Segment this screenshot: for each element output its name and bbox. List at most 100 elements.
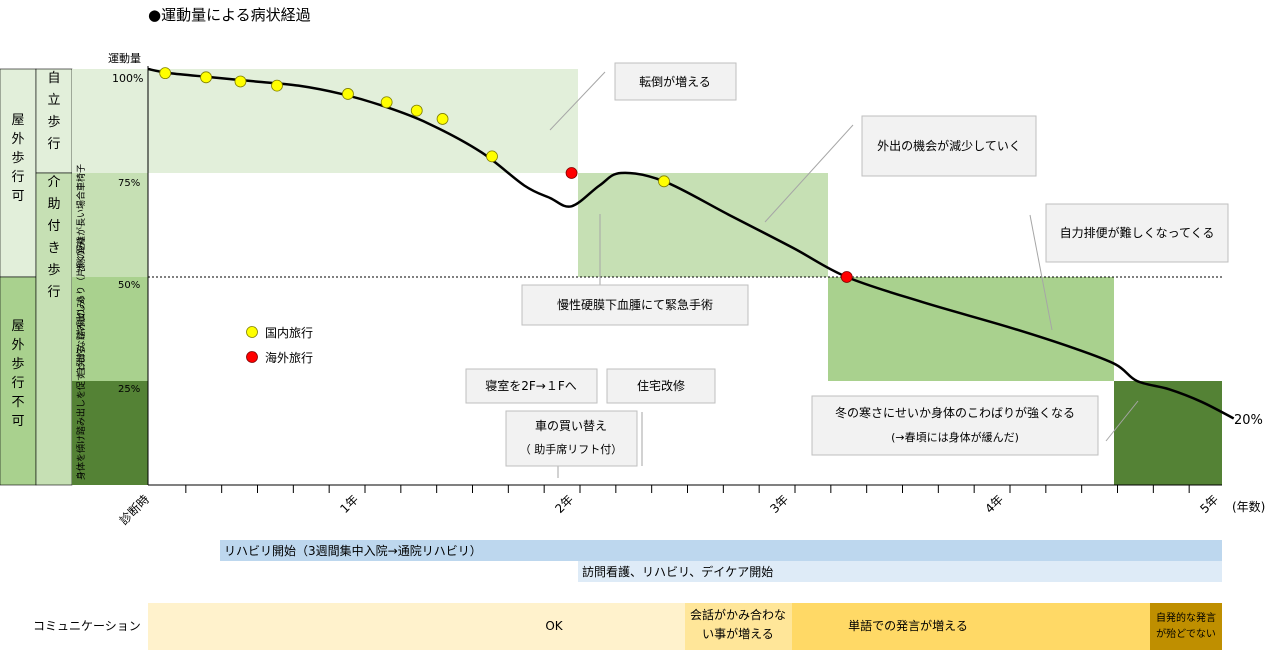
callout-bedroom: 寝室を2F→１Fへ <box>465 368 598 404</box>
callout-car: 車の買い替え （ 助手席リフト付） <box>505 410 638 467</box>
domestic-trip-point <box>234 75 247 88</box>
x-tick-label: 2年 <box>552 492 576 516</box>
vertical-label-char: 外 <box>11 132 24 147</box>
vertical-label-char: 行 <box>47 285 60 300</box>
rehab-bar-label: リハビリ開始（3週間集中入院→通院リハビリ） <box>224 543 482 558</box>
callout-cold: 冬の寒さにせいか身体のこわばりが強くなる (→春頃には身体が緩んだ) <box>811 395 1099 456</box>
comm-words-bar <box>792 603 1150 650</box>
callout-outings-text: 外出の機会が減少していく <box>877 138 1021 153</box>
zone-assisted-late <box>828 277 1114 381</box>
vertical-label-char: 可 <box>11 189 24 204</box>
vertical-label-char: 不 <box>11 395 24 410</box>
panel-100 <box>72 69 148 173</box>
panel-50 <box>72 277 148 381</box>
page-title: ●運動量による病状経過 <box>148 6 311 24</box>
legend-domestic-marker <box>246 326 258 338</box>
sub-label-50: 自発的な踏み出しあり（片側のみ） <box>75 232 87 376</box>
vertical-label-char: 外 <box>11 338 24 353</box>
visit-bar-label: 訪問看護、リハビリ、デイケア開始 <box>582 564 773 579</box>
legend-overseas-marker <box>246 351 258 363</box>
callout-surgery-text: 慢性硬膜下血腫にて緊急手術 <box>557 297 713 312</box>
vertical-label-char: 歩 <box>11 357 24 372</box>
vertical-label-char: 屋 <box>11 319 24 334</box>
x-tick-label: 診断時 <box>116 492 152 528</box>
panel-independent <box>35 68 73 174</box>
end-value-label: 20% <box>1234 413 1263 428</box>
vertical-label-char: 付 <box>47 219 60 234</box>
panel-75 <box>72 173 148 277</box>
domestic-trip-point <box>658 175 670 188</box>
domestic-trip-point <box>159 67 172 80</box>
x-tick-label: 5年 <box>1197 492 1221 516</box>
callout-toilet-text: 自力排便が難しくなってくる <box>1060 225 1215 240</box>
overseas-trip-point <box>565 167 578 179</box>
rehab-bar <box>220 540 1222 561</box>
communication-label: コミュニケーション <box>33 619 141 633</box>
callout-falls: 転倒が増える <box>614 62 737 101</box>
comm-mismatch-bar <box>685 603 792 650</box>
y-tick-75: 75% <box>118 178 140 189</box>
y-tick-25: 25% <box>118 384 140 395</box>
x-minor-ticks <box>185 485 1190 493</box>
callout-outings: 外出の機会が減少していく <box>861 115 1037 177</box>
comm-ok-text: OK <box>545 619 563 633</box>
callout-toilet: 自力排便が難しくなってくる <box>1045 203 1229 263</box>
legend-overseas-label: 海外旅行 <box>265 350 313 365</box>
callout-surgery: 慢性硬膜下血腫にて緊急手術 <box>521 284 749 326</box>
sub-label-25: 身体を傾け踏み出しを促すと出る（片側のみ） <box>75 291 87 480</box>
callout-car-text-2: （ 助手席リフト付） <box>520 442 623 456</box>
vertical-label-char: 介 <box>47 175 60 190</box>
sub-label-75: 歩く距離が長い場合車椅子 <box>75 164 87 272</box>
legend-domestic-label: 国内旅行 <box>265 326 313 340</box>
vertical-label-char: 助 <box>47 197 60 212</box>
domestic-trip-point <box>200 71 212 84</box>
trip-markers <box>159 67 853 283</box>
panel-25 <box>72 381 148 485</box>
x-tick-label: 4年 <box>982 492 1006 516</box>
x-tick-labels: 診断時 1年 2年 3年 4年 5年 <box>116 492 1221 528</box>
callout-cold-text-2: (→春頃には身体が緩んだ) <box>891 430 1019 444</box>
domestic-trip-point <box>342 88 354 100</box>
overseas-trip-point <box>840 271 853 283</box>
callout-car-text-1: 車の買い替え <box>535 419 607 433</box>
progress-curve-line <box>147 67 1235 420</box>
vertical-label-char: 行 <box>11 376 24 391</box>
zone-independent <box>148 69 578 173</box>
comm-words-text: 単語での発言が増える <box>848 618 968 633</box>
visit-bar <box>578 561 1222 582</box>
vertical-label-char: 自 <box>47 71 60 86</box>
comm-mismatch-text-2: い事が増える <box>702 626 774 641</box>
domestic-trip-point <box>380 96 393 109</box>
domestic-trip-point <box>271 79 283 92</box>
y-tick-50: 50% <box>118 280 140 291</box>
vertical-label-char: 歩 <box>47 115 60 130</box>
comm-end-text-1: 自発的な発言 <box>1156 611 1216 624</box>
panel-outdoor-ng <box>0 276 37 486</box>
vertical-label-char: 行 <box>11 170 24 185</box>
domestic-trip-point <box>436 113 449 125</box>
callout-reform: 住宅改修 <box>606 368 716 404</box>
y-tick-100: 100% <box>112 72 143 85</box>
vertical-label-char: 屋 <box>11 113 24 128</box>
x-tick-label: 3年 <box>767 492 791 516</box>
panel-assisted <box>35 172 73 486</box>
zone-assisted-early <box>578 173 828 277</box>
callout-bedroom-text: 寝室を2F→１Fへ <box>485 378 577 393</box>
domestic-trip-point <box>486 150 498 163</box>
zone-severe <box>1114 381 1222 485</box>
comm-end-text-2: が殆どでない <box>1156 627 1216 640</box>
comm-end-bar <box>1150 603 1222 650</box>
callout-reform-text: 住宅改修 <box>637 378 685 393</box>
y-axis-title: 運動量 <box>108 51 141 65</box>
vertical-label-char: 歩 <box>11 151 24 166</box>
vertical-label-char: 可 <box>11 414 24 429</box>
x-tick-label: 1年 <box>337 492 361 516</box>
vertical-label-char: き <box>47 241 60 256</box>
vertical-label-char: 立 <box>47 93 60 108</box>
vertical-label-char: 歩 <box>47 263 60 278</box>
callout-cold-text-1: 冬の寒さにせいか身体のこわばりが強くなる <box>835 405 1075 420</box>
